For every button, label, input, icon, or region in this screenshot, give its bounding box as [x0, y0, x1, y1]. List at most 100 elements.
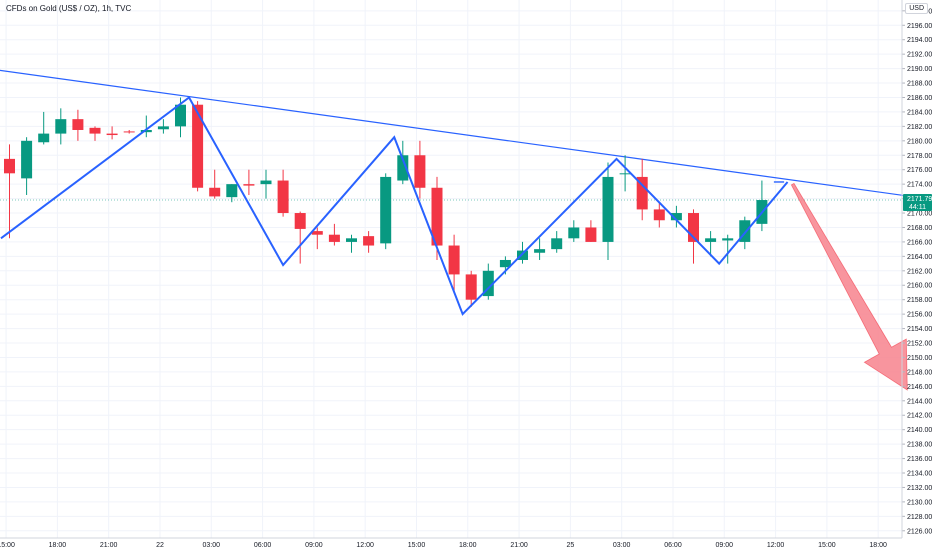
x-tick-label: 18:00 — [459, 542, 477, 549]
resistance-trendline — [0, 69, 911, 198]
y-tick-label: 2158.00 — [907, 297, 932, 304]
y-tick-label: 2186.00 — [907, 95, 932, 102]
candle-body — [157, 126, 169, 130]
y-tick-label: 2184.00 — [907, 109, 932, 116]
y-tick-label: 2164.00 — [907, 254, 932, 261]
candle-body — [705, 238, 717, 242]
chart-grid — [0, 0, 902, 538]
x-tick-label: 12:00 — [767, 542, 785, 549]
candle-body — [363, 236, 375, 246]
x-tick-label: 15:00 — [818, 542, 836, 549]
x-tick-label: 09:00 — [716, 542, 734, 549]
y-tick-label: 2132.00 — [907, 485, 932, 492]
y-tick-label: 2146.00 — [907, 384, 932, 391]
y-tick-label: 2148.00 — [907, 369, 932, 376]
zigzag-line — [0, 96, 789, 316]
chart-title: CFDs on Gold (US$ / OZ), 1h, TVC — [6, 4, 132, 13]
candle-body — [55, 119, 67, 134]
y-tick-label: 2196.00 — [907, 23, 932, 30]
x-tick-label: 06:00 — [254, 542, 272, 549]
x-tick-label: 03:00 — [203, 542, 221, 549]
candle-body — [397, 155, 409, 181]
candle-body — [21, 140, 33, 179]
candle-body — [226, 184, 238, 198]
candle-body — [328, 234, 340, 242]
x-tick-label: 21:00 — [510, 542, 528, 549]
y-tick-label: 2136.00 — [907, 456, 932, 463]
x-tick-label: 15:00 — [408, 542, 426, 549]
candle-body — [619, 173, 631, 175]
candle-body — [192, 104, 204, 188]
trendline-layer — [0, 69, 911, 198]
candle-body — [670, 213, 682, 221]
x-tick-label: 21:00 — [100, 542, 118, 549]
candle-body — [123, 131, 135, 133]
candle-body — [534, 249, 546, 253]
x-tick-label: 15:00 — [0, 542, 15, 549]
price-badge-bg — [903, 194, 932, 212]
y-tick-label: 2180.00 — [907, 138, 932, 145]
candle-body — [722, 238, 734, 241]
y-tick-label: 2170.00 — [907, 211, 932, 218]
candle-body — [311, 231, 323, 235]
currency-button[interactable]: USD — [905, 3, 928, 14]
y-tick-label: 2150.00 — [907, 355, 932, 362]
candle-body — [465, 274, 477, 300]
candle-body — [568, 227, 580, 239]
candle-body — [72, 119, 84, 130]
candle-body — [653, 209, 665, 221]
y-tick-label: 2156.00 — [907, 312, 932, 319]
down-arrow — [790, 182, 908, 391]
y-tick-label: 2166.00 — [907, 239, 932, 246]
candle-body — [89, 127, 101, 134]
candle-body — [277, 180, 289, 214]
price-badge-value: 2171.79 — [907, 196, 932, 203]
y-tick-label: 2130.00 — [907, 499, 932, 506]
x-tick-label: 12:00 — [356, 542, 374, 549]
y-tick-label: 2140.00 — [907, 427, 932, 434]
x-tick-label: 18:00 — [869, 542, 887, 549]
candle-body — [140, 129, 152, 133]
candle-body — [602, 176, 614, 242]
candle-body — [448, 245, 460, 275]
y-tick-label: 2138.00 — [907, 442, 932, 449]
candle-body — [38, 133, 50, 143]
price-badge-countdown: 44:11 — [909, 204, 926, 211]
candles — [4, 97, 768, 307]
candle-body — [294, 213, 306, 229]
candle-body — [517, 250, 528, 260]
y-tick-label: 2194.00 — [907, 37, 932, 44]
x-tick-label: 18:00 — [49, 542, 67, 549]
y-tick-label: 2126.00 — [907, 528, 932, 535]
x-tick-label: 03:00 — [613, 542, 631, 549]
candle-body — [585, 227, 597, 242]
y-tick-label: 2190.00 — [907, 66, 932, 73]
y-tick-label: 2168.00 — [907, 225, 932, 232]
y-tick-label: 2128.00 — [907, 514, 932, 521]
y-tick-label: 2160.00 — [907, 283, 932, 290]
x-tick-label: 09:00 — [305, 542, 323, 549]
y-tick-label: 2144.00 — [907, 398, 932, 405]
candle-body — [688, 213, 699, 242]
y-tick-label: 2154.00 — [907, 326, 932, 333]
candle-body — [106, 133, 118, 136]
y-tick-label: 2188.00 — [907, 81, 932, 88]
zigzag-pattern — [0, 96, 789, 316]
candle-body — [4, 158, 15, 174]
candle-body — [414, 155, 426, 188]
y-tick-label: 2182.00 — [907, 124, 932, 131]
x-tick-label: 22 — [156, 542, 164, 549]
y-tick-label: 2162.00 — [907, 268, 932, 275]
x-tick-label: 06:00 — [664, 542, 682, 549]
y-tick-label: 2134.00 — [907, 471, 932, 478]
x-tick-label: 25 — [566, 542, 574, 549]
y-tick-label: 2152.00 — [907, 341, 932, 348]
y-tick-label: 2178.00 — [907, 153, 932, 160]
y-tick-label: 2142.00 — [907, 413, 932, 420]
candle-body — [175, 104, 186, 127]
candle-body — [551, 238, 563, 250]
candle-body — [636, 176, 648, 210]
y-tick-label: 2192.00 — [907, 52, 932, 59]
